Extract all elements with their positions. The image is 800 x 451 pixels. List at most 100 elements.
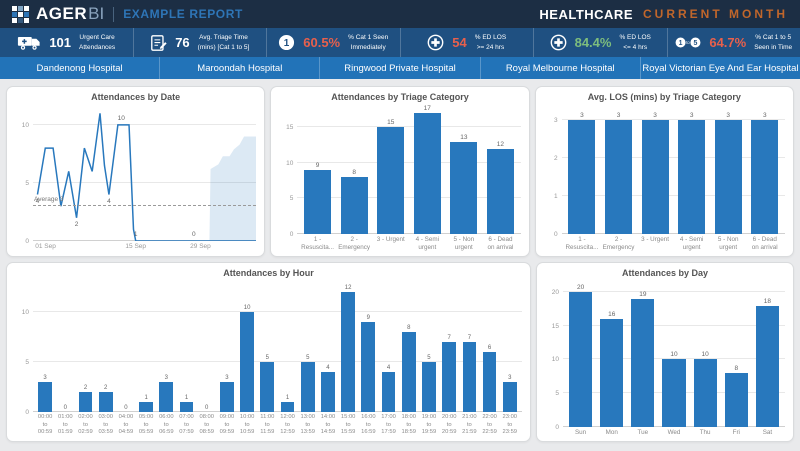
kpi-label-line: Seen in Time [754, 43, 793, 51]
chart-title: Attendances by Date [91, 92, 181, 102]
bar[interactable] [280, 402, 295, 413]
hospital-filter-bar: Dandenong Hospital Maroondah Hospital Ring… [0, 57, 800, 79]
bar[interactable] [678, 119, 706, 234]
kpi-value: 54 [452, 35, 467, 50]
category-label: 14:00 to 14:59 [318, 412, 338, 437]
tab-ringwood-private-hospital[interactable]: Ringwood Private Hospital [320, 57, 481, 79]
bar[interactable] [377, 127, 405, 234]
category-label-line: 01:00 [58, 414, 73, 421]
bar[interactable] [413, 113, 441, 234]
bar[interactable] [693, 359, 717, 427]
category-label: 12:00 to 12:59 [277, 412, 297, 437]
bar[interactable] [340, 176, 368, 234]
bar[interactable] [401, 332, 416, 413]
category-label-line: 22:59 [482, 429, 497, 436]
category-label-line: 5 - Non [453, 235, 475, 243]
bar[interactable] [220, 382, 234, 413]
tab-royal-victorian-eye-and-ear-hospital[interactable]: Royal Victorian Eye And Ear Hospital [641, 57, 800, 79]
kpi-label-line: % ED LOS [619, 34, 651, 42]
bar[interactable] [662, 359, 686, 427]
bar[interactable] [751, 119, 779, 234]
tab-maroondah-hospital[interactable]: Maroondah Hospital [160, 57, 321, 79]
category-label-line: Emergency [602, 243, 635, 251]
bar[interactable] [482, 352, 497, 413]
bar[interactable] [442, 342, 457, 413]
category-label-line: 02:59 [78, 429, 93, 436]
y-axis-tick: 10 [286, 159, 294, 167]
bar-group: 3 [673, 104, 710, 234]
bar[interactable] [159, 382, 174, 413]
category-label: 06:00 to 06:59 [156, 412, 176, 437]
bar[interactable] [714, 119, 742, 234]
bar[interactable] [450, 141, 478, 234]
bar[interactable] [260, 362, 275, 413]
bar[interactable] [300, 362, 315, 413]
category-label: 17:00 to 17:59 [378, 412, 398, 437]
kpi-label: % Cat 1 Seen Immediately [348, 33, 388, 51]
bar-value-label: 3 [726, 111, 730, 119]
category-label: 3 - Urgent [637, 234, 674, 252]
line-plot: 0 5 10 Average 3 4 2 4 10 1 0 01 Sep 15 Sep 29 Sep [22, 104, 257, 250]
bar[interactable] [600, 319, 624, 427]
gridline [33, 181, 257, 183]
category-label: 6 - Dead on arrival [746, 234, 783, 252]
kpi-tile-avg-triage-time-mins-cat-1-to-5: 76 Avg. Triage Time (mins) [Cat 1 to 5] [134, 28, 267, 57]
bar[interactable] [240, 312, 254, 413]
bar[interactable] [179, 402, 194, 413]
category-label-line: 00:59 [37, 429, 53, 436]
bar[interactable] [139, 402, 153, 413]
category-label: 19:00 to 19:59 [419, 412, 439, 437]
bar[interactable] [568, 119, 596, 234]
attendance-line-series[interactable] [37, 113, 256, 241]
x-axis-labels: 00:00 to 00:59 01:00 to 01:59 02:00 to 02:59 03:0… [33, 412, 522, 437]
category-label-line: 05:00 [138, 414, 154, 421]
bar[interactable] [724, 372, 748, 427]
bar-group: 12 [338, 280, 358, 413]
category-label-line: Thu [699, 428, 711, 436]
bar-group: 3 [564, 104, 601, 234]
bar-value-label: 10 [670, 351, 678, 359]
category-label: 13:00 to 13:59 [298, 412, 318, 437]
tab-royal-melbourne-hospital[interactable]: Royal Melbourne Hospital [481, 57, 641, 79]
bar[interactable] [486, 148, 514, 234]
category-label: 03:00 to 03:59 [96, 412, 116, 437]
bar-group: 0 [197, 280, 217, 412]
bar[interactable] [361, 322, 376, 413]
category-label: 21:00 to 21:59 [459, 412, 479, 437]
kpi-label-line: % Cat 1 Seen [348, 34, 389, 42]
bar[interactable] [341, 292, 356, 413]
card-attendances-by-day: Attendances by Day 0 5 10 15 20 20 16 19 10 10 8 18 S… [536, 262, 794, 442]
category-label-line: urgent [418, 243, 437, 251]
bar[interactable] [755, 305, 779, 427]
gridline [297, 161, 521, 163]
bar[interactable] [641, 119, 669, 234]
logo-text-bold: AGER [36, 4, 88, 23]
bar[interactable] [502, 382, 517, 413]
bar[interactable] [604, 119, 633, 234]
category-label-line: to [365, 421, 371, 428]
bar[interactable] [569, 292, 593, 427]
data-point-label: 0 [191, 231, 196, 238]
bar[interactable] [98, 392, 113, 413]
bar[interactable] [38, 382, 52, 413]
bar-value-label: 0 [205, 405, 209, 412]
bar[interactable] [78, 392, 93, 413]
bar[interactable] [462, 342, 477, 413]
category-label-line: to [244, 421, 250, 428]
kpi-tile-ed-los-4-hrs: 84.4% % ED LOS <= 4 hrs [534, 28, 668, 57]
gridline [563, 324, 785, 326]
bar-group: 8 [721, 280, 752, 427]
tab-label: Royal Victorian Eye And Ear Hospital [642, 62, 799, 74]
kpi-label-line: Avg. Triage Time [199, 34, 248, 42]
category-label: 08:00 to 08:59 [197, 412, 217, 437]
bar-group: 1 [176, 280, 196, 413]
category-label: 09:00 to 09:59 [217, 412, 237, 437]
category-label: 1 - Resuscita... [564, 234, 601, 252]
tab-dandenong-hospital[interactable]: Dandenong Hospital [0, 57, 161, 79]
bar[interactable] [631, 298, 655, 427]
bar[interactable] [381, 372, 396, 413]
bar[interactable] [304, 169, 332, 234]
bar[interactable] [422, 362, 436, 413]
bar[interactable] [321, 372, 335, 413]
report-canvas: Attendances by Date 0 5 10 Average 3 4 2 4 10 1 0 0… [0, 79, 800, 451]
